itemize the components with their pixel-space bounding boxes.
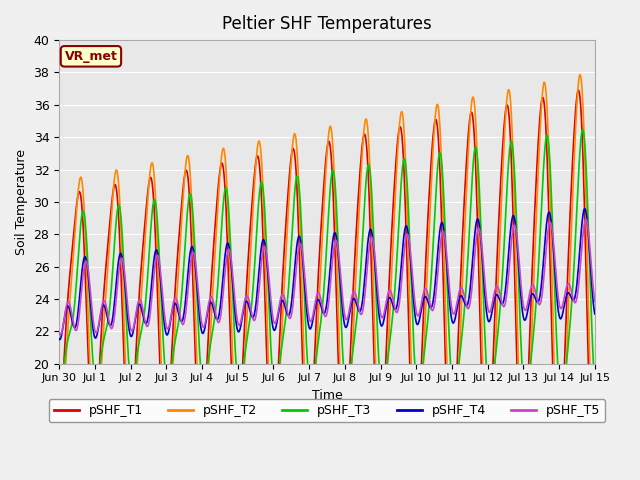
Text: VR_met: VR_met: [65, 50, 117, 63]
Title: Peltier SHF Temperatures: Peltier SHF Temperatures: [222, 15, 432, 33]
Legend: pSHF_T1, pSHF_T2, pSHF_T3, pSHF_T4, pSHF_T5: pSHF_T1, pSHF_T2, pSHF_T3, pSHF_T4, pSHF…: [49, 399, 605, 422]
Y-axis label: Soil Temperature: Soil Temperature: [15, 149, 28, 255]
X-axis label: Time: Time: [312, 389, 342, 402]
